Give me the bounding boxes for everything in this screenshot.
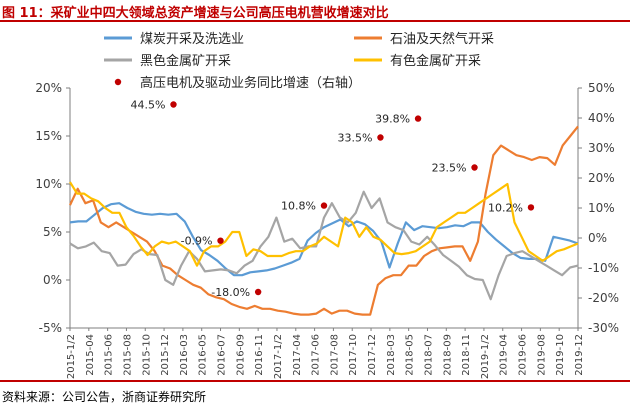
revenue-growth-point [254,288,262,296]
source-bar: 资料来源：公司公告，浙商证券研究所 [0,380,630,404]
x-axis-tick-label: 2018-05 [405,334,416,376]
x-axis-tick-label: 2019-10 [555,334,566,376]
right-axis-tick-label: 50% [588,81,615,95]
chart: -5% 0% 5% 10% 15% 20% -30% -20% -10% 0% 10% 20% 30% 4… [35,31,619,379]
x-axis-tick-label: 2019-04 [499,334,510,376]
x-axis-tick-label: 2019-06 [518,334,529,376]
x-axis-tick-label: 2017-10 [348,334,359,376]
revenue-growth-label: 33.5% [337,132,372,145]
axes: -5% 0% 5% 10% 15% 20% -30% -20% -10% 0% 10% 20% 30% 4… [35,81,619,379]
legend-label-0: 煤炭开采及洗选业 [140,32,244,47]
x-axis-tick-label: 2017-04 [292,334,303,376]
x-axis-tick-label: 2019-1/2 [480,334,491,379]
left-axis-tick-label: 5% [43,225,62,239]
x-axis-tick-label: 2015-10 [141,334,152,376]
x-axis-tick-label: 2018-07 [423,334,434,376]
revenue-growth-points: 44.5% -0.9% -18.0% 10.8% 33.5%39.8% 23.5% 10.2… [131,99,535,299]
legend-label-3: 有色金属矿开采 [390,53,481,69]
series-lines [69,125,579,316]
revenue-growth-label: 39.8% [375,113,410,126]
left-axis-tick-label: 10% [35,177,62,191]
right-axis-tick-label: -30% [588,321,619,335]
x-axis-tick-label: 2015-06 [104,334,115,376]
right-axis-tick-label: -20% [588,291,619,305]
series-line-2 [69,190,579,301]
x-axis-tick-label: 2015-08 [122,334,133,376]
revenue-growth-point [377,134,384,141]
left-axis-tick-label: -5% [39,321,62,335]
revenue-growth-point [414,115,422,122]
x-axis-tick-label: 2017-12 [367,334,378,376]
source-note: 资料来源：公司公告，浙商证券研究所 [2,390,207,404]
x-axis-tick-label: 2016-03 [179,334,190,376]
revenue-growth-label: -18.0% [211,286,250,299]
legend-label-4: 高压电机及驱动业务同比增速（右轴） [140,75,361,91]
x-axis-tick-label: 2018-03 [386,334,397,376]
x-axis-tick-label: 2019-08 [536,334,547,376]
left-axis-tick-label: 20% [35,81,62,95]
revenue-growth-point [527,204,535,211]
series-line-3 [69,181,579,267]
right-axis-tick-label: 20% [588,171,615,185]
left-axis-tick-label: 15% [35,129,62,143]
x-axis-tick-label: 2019-12 [574,334,585,376]
revenue-growth-label: 10.8% [281,200,316,213]
x-axis-tick-label: 2015-12 [160,334,171,376]
x-axis-tick-label: 2016-09 [235,334,246,376]
right-axis-tick-label: 0% [588,231,607,245]
right-axis-tick-label: 30% [588,141,615,155]
x-axis-tick-label: 2016-11 [254,334,265,376]
x-axis-tick-label: 2016-07 [217,334,228,376]
x-axis-tick-label: 2015-1/2 [66,334,77,379]
legend-label-1: 石油及天然气开采 [390,31,494,47]
right-axis-tick-label: 40% [588,111,615,125]
figure-title: 图 11：采矿业中四大领域总资产增速与公司高压电机营收增速对比 [2,6,389,21]
right-axis-tick-label: -10% [588,261,619,275]
title-bar: 图 11：采矿业中四大领域总资产增速与公司高压电机营收增速对比 [0,0,630,22]
series-line-1 [69,125,579,316]
revenue-growth-point [320,202,328,209]
revenue-growth-label: 10.2% [488,201,523,214]
revenue-growth-label: 44.5% [131,99,166,112]
x-axis-tick-label: 2015-04 [85,334,96,376]
revenue-growth-label: -0.9% [181,235,213,248]
x-axis-tick-label: 2017-08 [329,334,340,376]
left-axis-tick-label: 0% [43,273,62,287]
revenue-growth-point [471,164,478,171]
revenue-growth-point [170,101,177,108]
x-axis-tick-label: 2018-09 [442,334,453,376]
x-axis-tick-label: 2018-11 [461,334,472,376]
revenue-growth-point [217,237,224,244]
legend-marker-4 [114,78,122,86]
right-axis-tick-label: 10% [588,201,615,215]
series-line-0 [69,202,579,277]
legend-label-2: 黑色金属矿开采 [140,53,231,69]
x-axis-tick-label: 2016-05 [198,334,209,376]
revenue-growth-label: 23.5% [432,162,467,175]
x-axis-tick-label: 2017-1/2 [273,334,284,379]
x-axis-tick-label: 2017-06 [311,334,322,376]
